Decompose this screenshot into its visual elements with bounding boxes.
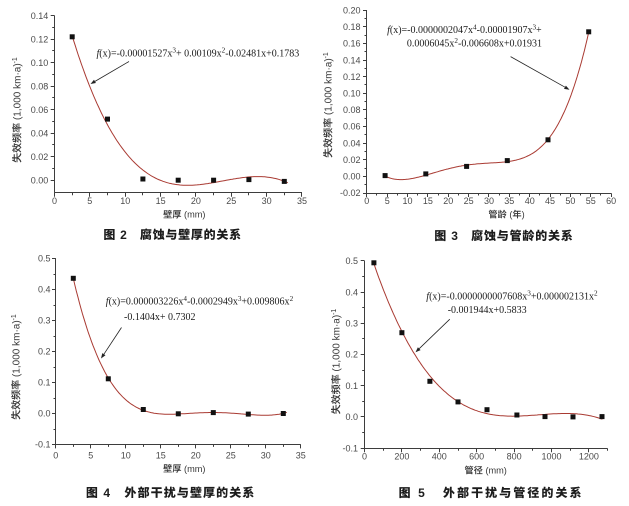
- svg-text:35: 35: [296, 450, 306, 460]
- svg-text:20: 20: [191, 450, 201, 460]
- svg-text:0.18: 0.18: [343, 22, 361, 32]
- svg-text:25: 25: [464, 196, 474, 206]
- svg-text:f(x)=-0.00001527x3​+ 0.00109x2: f(x)=-0.00001527x3​+ 0.00109x2​-0.02481x…: [97, 47, 300, 60]
- svg-text:50: 50: [565, 196, 575, 206]
- svg-text:0.08: 0.08: [31, 81, 49, 91]
- svg-text:10: 10: [120, 196, 130, 206]
- svg-text:0.4: 0.4: [38, 285, 51, 295]
- svg-text:(mm): (mm): [182, 210, 206, 220]
- svg-text:30: 30: [484, 196, 494, 206]
- svg-text:35: 35: [504, 196, 514, 206]
- svg-text:-1: -1: [331, 309, 338, 315]
- svg-text:0.5: 0.5: [38, 254, 51, 264]
- svg-text:(: (: [507, 210, 513, 220]
- svg-text:0.5: 0.5: [345, 256, 358, 266]
- svg-text:0.1: 0.1: [345, 381, 358, 391]
- svg-text:-0.1404x+ 0.7302: -0.1404x+ 0.7302: [124, 312, 195, 323]
- svg-text:0.20: 0.20: [343, 5, 361, 15]
- svg-text:0: 0: [362, 452, 367, 462]
- svg-text:35: 35: [297, 196, 307, 206]
- svg-text:f(x)=0.000003226x4​-0.0002949x: f(x)=0.000003226x4​-0.0002949x3​+0.00980…: [106, 295, 294, 308]
- svg-text:2: 2: [116, 228, 140, 242]
- svg-text:25: 25: [226, 196, 236, 206]
- svg-text:(1,000 km·a): (1,000 km·a): [324, 58, 335, 117]
- svg-text:0: 0: [52, 196, 57, 206]
- svg-text:0.16: 0.16: [343, 39, 361, 49]
- svg-text:4: 4: [99, 486, 124, 500]
- svg-text:0.2: 0.2: [345, 350, 358, 360]
- svg-text:-1: -1: [12, 57, 19, 63]
- svg-text:10: 10: [121, 450, 131, 460]
- svg-text:0.3: 0.3: [345, 319, 358, 329]
- svg-text:0.0006045x2​-0.006608x+0.01931: 0.0006045x2​-0.006608x+0.01931: [407, 37, 542, 50]
- svg-text:55: 55: [586, 196, 596, 206]
- svg-text:0.12: 0.12: [31, 34, 49, 44]
- svg-text:0.00: 0.00: [343, 172, 361, 182]
- svg-text:0.2: 0.2: [38, 347, 51, 357]
- svg-text:f(x)=-0.0000000007608x3​+0.000: f(x)=-0.0000000007608x3​+0.000002131x2​: [426, 290, 598, 303]
- svg-text:1200: 1200: [579, 452, 599, 462]
- svg-text:25: 25: [226, 450, 236, 460]
- svg-text:20: 20: [443, 196, 453, 206]
- svg-text:f(x)=-0.0000002047x4​-0.000019: f(x)=-0.0000002047x4​-0.00001907x3​+: [387, 23, 542, 36]
- svg-text:1000: 1000: [541, 452, 561, 462]
- svg-text:30: 30: [262, 196, 272, 206]
- svg-text:600: 600: [469, 452, 484, 462]
- svg-text:0.10: 0.10: [343, 89, 361, 99]
- svg-text:0.02: 0.02: [31, 152, 49, 162]
- svg-text:0: 0: [364, 196, 369, 206]
- svg-text:-1: -1: [323, 52, 330, 58]
- svg-text:0.14: 0.14: [31, 11, 49, 21]
- svg-text:0.10: 0.10: [31, 58, 49, 68]
- svg-text:0.06: 0.06: [343, 122, 361, 132]
- svg-text:5: 5: [87, 196, 92, 206]
- svg-text:0.04: 0.04: [343, 138, 361, 148]
- svg-text:(1,000 km·a): (1,000 km·a): [13, 63, 24, 122]
- svg-text:0.04: 0.04: [31, 128, 49, 138]
- svg-text:-0.1: -0.1: [342, 443, 358, 453]
- svg-text:): ): [522, 210, 525, 220]
- svg-text:40: 40: [525, 196, 535, 206]
- svg-text:-1: -1: [11, 314, 18, 320]
- svg-text:-0.001944x+0.5833: -0.001944x+0.5833: [448, 305, 527, 316]
- svg-text:0.1: 0.1: [38, 378, 51, 388]
- svg-text:400: 400: [432, 452, 447, 462]
- svg-text:0.02: 0.02: [343, 155, 361, 165]
- svg-text:0: 0: [53, 450, 58, 460]
- svg-text:0.08: 0.08: [343, 105, 361, 115]
- svg-text:60: 60: [606, 196, 616, 206]
- svg-text:200: 200: [394, 452, 409, 462]
- svg-text:20: 20: [191, 196, 201, 206]
- svg-text:15: 15: [156, 450, 166, 460]
- svg-text:10: 10: [402, 196, 412, 206]
- svg-text:30: 30: [261, 450, 271, 460]
- svg-text:0.4: 0.4: [345, 287, 358, 297]
- svg-text:0.12: 0.12: [343, 72, 361, 82]
- svg-text:0.3: 0.3: [38, 316, 51, 326]
- svg-text:0.14: 0.14: [343, 55, 361, 65]
- svg-text:800: 800: [507, 452, 522, 462]
- svg-text:5: 5: [88, 450, 93, 460]
- svg-text:(1,000 km·a): (1,000 km·a): [332, 315, 343, 374]
- svg-text:15: 15: [156, 196, 166, 206]
- svg-text:0.06: 0.06: [31, 105, 49, 115]
- svg-text:0.00: 0.00: [31, 175, 49, 185]
- svg-text:-0.1: -0.1: [35, 440, 51, 450]
- svg-text:0.0: 0.0: [345, 412, 358, 422]
- svg-text:45: 45: [545, 196, 555, 206]
- svg-text:(1,000 km·a): (1,000 km·a): [12, 320, 23, 379]
- svg-text:15: 15: [423, 196, 433, 206]
- svg-text:5: 5: [385, 196, 390, 206]
- svg-text:(mm): (mm): [483, 466, 507, 476]
- svg-text:(mm): (mm): [182, 464, 206, 474]
- svg-text:-0.02: -0.02: [340, 188, 361, 198]
- svg-text:5: 5: [413, 486, 443, 500]
- svg-text:0.0: 0.0: [38, 409, 51, 419]
- svg-text:3: 3: [447, 229, 471, 243]
